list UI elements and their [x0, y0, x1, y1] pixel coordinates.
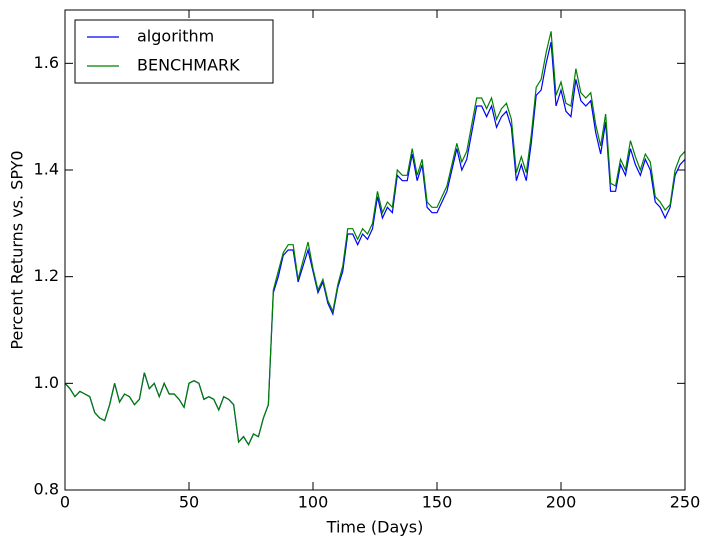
plot-frame: [64, 9, 686, 491]
y-tick-label: 1.2: [34, 266, 59, 285]
x-tick-label: 150: [422, 493, 453, 512]
y-tick-label: 0.8: [34, 480, 59, 499]
y-tick-label: 1.6: [34, 53, 59, 72]
x-tick-label: 0: [60, 493, 70, 512]
legend: algorithm BENCHMARK: [74, 19, 274, 84]
x-tick-label: 100: [298, 493, 329, 512]
legend-label: algorithm: [137, 27, 214, 46]
legend-box: [74, 19, 274, 84]
y-tick-label: 1.0: [34, 373, 59, 392]
legend-label: BENCHMARK: [137, 56, 240, 75]
x-axis-label: Time (Days): [326, 518, 424, 537]
x-tick-label: 50: [179, 493, 199, 512]
x-tick-label: 200: [546, 493, 577, 512]
y-axis-label: Percent Returns vs. SPY0: [8, 150, 27, 349]
y-tick-label: 1.4: [34, 160, 59, 179]
x-tick-label: 250: [670, 493, 701, 512]
series-line: [64, 31, 686, 446]
